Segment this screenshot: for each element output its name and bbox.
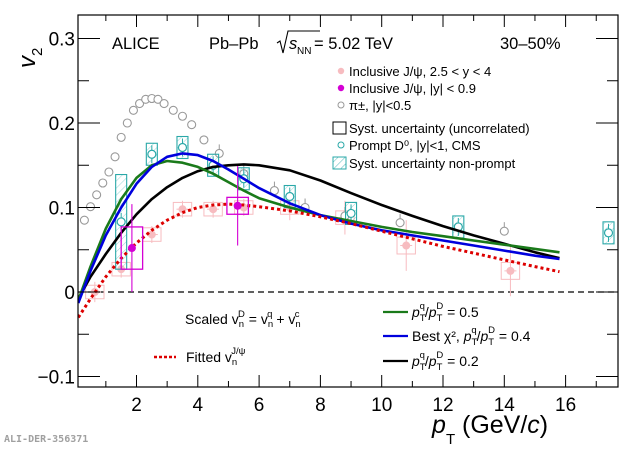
legend-label-syst-nonprompt: Syst. uncertainty non-prompt [349,156,516,171]
plot-frame [77,14,619,388]
legend-label-syst-uncorr: Syst. uncertainty (uncorrelated) [349,121,530,136]
legend-label-ratio-04: Best χ², pTq/pTD = 0.4 [412,325,531,348]
svg-text:p: p [431,411,446,439]
x-tick-label: 14 [494,395,516,416]
prompt-d0-point [147,149,157,159]
jpsi-forward-point [147,230,156,239]
pion-point [159,99,169,109]
y-tick-label: 0.3 [49,30,75,51]
legend-top: Inclusive J/ψ, 2.5 < y < 4 Inclusive J/ψ… [332,64,530,171]
energy-label: Pb–Pb s NN = 5.02 TeV [209,30,393,57]
curve-ratio-05 [78,159,560,301]
legend-label-ratio-02: pTq/pTD = 0.2 [411,350,479,373]
prompt-d0-point [285,191,295,202]
x-tick-label: 10 [371,395,392,416]
legend-marker-syst-nonprompt [332,156,347,170]
x-tick-label: 12 [432,395,453,416]
svg-text:T: T [446,431,455,448]
jpsi-forward-point [506,266,515,275]
svg-text:2: 2 [29,48,46,56]
legend-label-jpsi-forward: Inclusive J/ψ, 2.5 < y < 4 [349,64,491,79]
pion-point [116,132,126,142]
y-tick-label: 0.1 [49,199,75,220]
x-tick-label: 8 [315,395,326,416]
legend-marker-pion [337,101,345,109]
legend-bottom: pTq/pTD = 0.5 Best χ², pTq/pTD = 0.4 pTq… [383,301,531,373]
legend-label-fitted: Fitted vnJ/ψ [186,346,246,368]
centrality-label: 30–50% [500,35,561,53]
pion-point [92,190,102,200]
experiment-label: ALICE [112,35,160,53]
y-axis-title: v 2 [14,48,46,68]
curve-ratio-04-best [78,152,560,304]
y-tick-label: 0.2 [49,114,75,135]
model-title: Scaled vnD = vnq + vnc [185,309,301,330]
pion-point [110,152,120,162]
svg-text:v: v [14,54,41,68]
energy-value: = 5.02 TeV [314,35,393,53]
legend-label-pion: π±, |y|<0.5 [349,98,411,113]
model-title-text: Scaled vnD = vnq + vnc [185,309,301,330]
pion-point [135,99,145,109]
pion-point [168,105,178,115]
prompt-d0-point [603,228,614,238]
pion-point [128,105,138,115]
y-tick-label: 0 [64,283,75,304]
x-axis-title: p T (GeV/c) [431,411,548,448]
energy-sub: NN [297,46,311,57]
pion-point [187,120,197,130]
curve-fitted-jpsi [78,202,560,319]
collision-system: Pb–Pb [209,35,259,53]
svg-text:(GeV/c): (GeV/c) [462,411,548,439]
prompt-d0-point [116,217,126,227]
sqrt-sign-icon [276,30,320,54]
energy-s: s [289,35,297,53]
x-tick-label: 2 [131,395,142,416]
jpsi-mid-point [233,201,242,210]
legend-label-jpsi-mid: Inclusive J/ψ, |y| < 0.9 [349,81,476,96]
jpsi-forward-point [402,241,411,250]
pion-point [153,94,163,104]
legend-marker-syst-uncorr [332,121,347,135]
x-tick-label: 6 [254,395,265,416]
x-tick-label: 4 [193,395,204,416]
pion-point [98,178,108,188]
prompt-d0-point [177,142,188,153]
x-tick-label: 16 [555,395,576,416]
pion-point [79,215,89,225]
watermark: ALI-DER-356371 [4,434,89,445]
data-layer [78,93,615,319]
legend-marker-jpsi-mid [337,84,345,92]
y-tick-label: −0.1 [37,368,75,389]
axes-layer: 2 4 6 8 10 12 14 16 −0.1 0 0.1 0.2 0.3 [37,14,619,416]
legend-label-ratio-05: pTq/pTD = 0.5 [411,301,479,324]
pion-point [85,202,96,212]
legend-fit: Fitted vnJ/ψ [154,346,246,368]
pion-point [122,118,132,128]
pion-point [177,111,188,121]
pion-point [395,218,405,228]
jpsi-mid-point [127,244,136,253]
prompt-d0-point [346,208,356,219]
pion-point [499,226,509,236]
legend-marker-jpsi-forward [337,67,345,75]
pion-point [104,167,114,177]
jpsi-forward-point [209,205,218,214]
legend-marker-prompt-d0 [337,141,345,149]
legend-label-prompt-d0: Prompt D⁰, |y|<1, CMS [349,138,481,153]
pion-point [199,135,209,145]
